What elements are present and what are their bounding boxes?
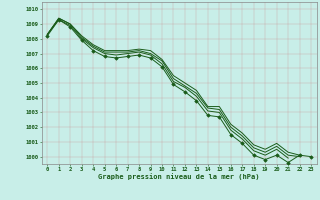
X-axis label: Graphe pression niveau de la mer (hPa): Graphe pression niveau de la mer (hPa) [99, 173, 260, 180]
